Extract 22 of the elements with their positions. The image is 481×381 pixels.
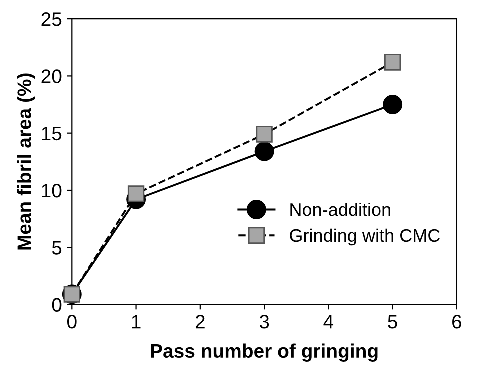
point [384, 54, 402, 71]
point [256, 126, 273, 143]
y-tick-label: 15 [42, 127, 62, 141]
y-tick-label: 25 [42, 12, 62, 26]
y-tick-label: 10 [42, 184, 62, 198]
legend-label: Grinding with CMC [290, 228, 440, 246]
x-tick-label: 0 [68, 315, 77, 329]
x-tick-label: 1 [132, 315, 141, 329]
point [254, 142, 274, 162]
y-axis-title: Mean fibril area (%) [17, 74, 36, 250]
point [128, 186, 145, 202]
x-tick-label: 2 [196, 315, 205, 329]
point [383, 95, 403, 114]
x-tick-label: 5 [388, 315, 398, 329]
x-tick-label: 4 [324, 315, 334, 329]
x-tick-label: 6 [452, 315, 462, 329]
y-tick-label: 0 [52, 298, 62, 312]
x-axis-title: Pass number of gringing [151, 344, 378, 362]
legend-label: Non-addition [290, 202, 390, 216]
y-tick-label: 5 [52, 241, 62, 255]
x-tick-label: 3 [260, 315, 270, 329]
y-tick-label: 20 [42, 70, 62, 84]
